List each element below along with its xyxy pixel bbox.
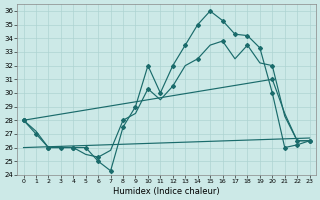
X-axis label: Humidex (Indice chaleur): Humidex (Indice chaleur) (113, 187, 220, 196)
